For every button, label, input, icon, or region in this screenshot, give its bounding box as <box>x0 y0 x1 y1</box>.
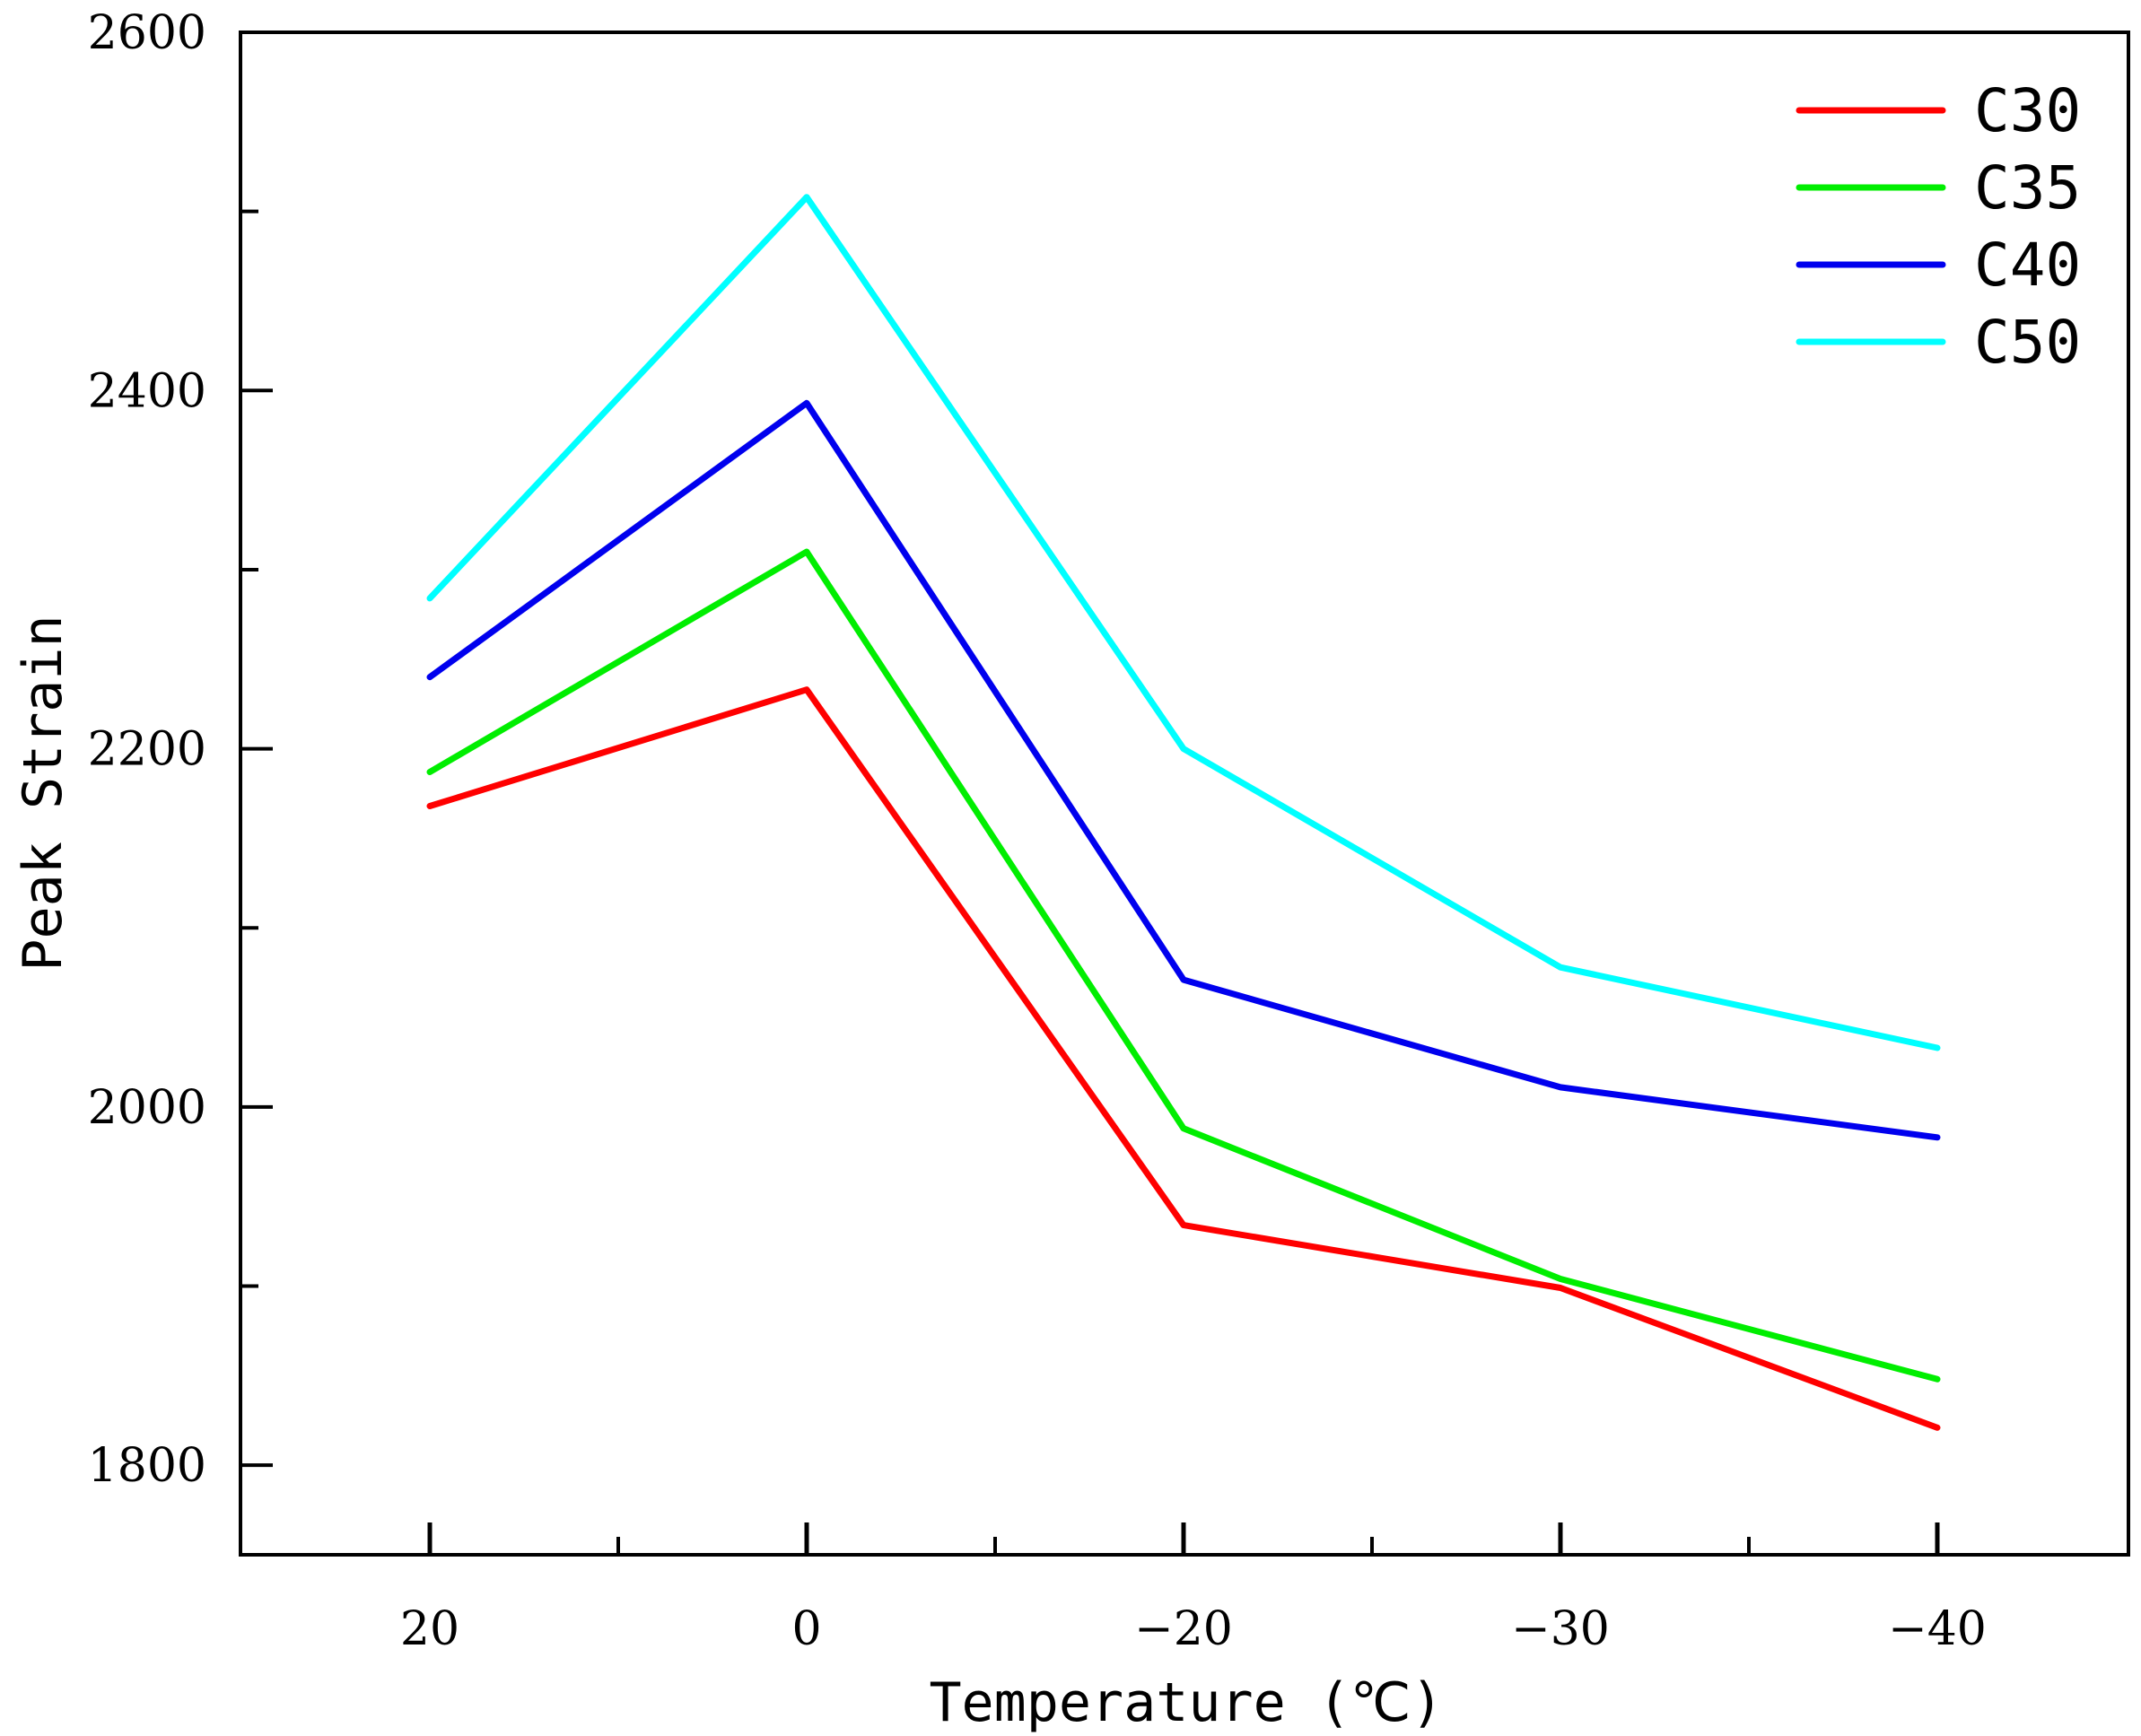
series-line-c30 <box>426 686 1941 1431</box>
series-lines <box>426 194 1941 1431</box>
legend: C30 C35 C40 C50 <box>1796 76 2081 377</box>
y-tick-label: 2000 <box>88 1081 206 1135</box>
x-tick-label: 20 <box>400 1602 459 1656</box>
y-axis-title: Peak Strain <box>12 615 74 971</box>
legend-label-c30: C30 <box>1974 76 2081 145</box>
plot-frame <box>239 31 2130 1557</box>
x-tick-label: −20 <box>1134 1602 1233 1656</box>
y-tick-label: 1800 <box>88 1439 206 1493</box>
y-tick-label: 2600 <box>88 6 206 60</box>
series-line-c35 <box>426 548 1941 1383</box>
y-tick-label: 2200 <box>88 723 206 777</box>
y-tick-label: 2400 <box>88 364 206 418</box>
legend-label-c50: C50 <box>1974 308 2081 377</box>
tick-labels: 1800 2000 2200 2400 2600 20 0 −20 −30 −40 <box>88 6 1987 1656</box>
series-line-c40 <box>426 399 1941 1141</box>
axis-ticks <box>240 31 1940 1555</box>
x-tick-label: 0 <box>791 1602 821 1656</box>
series-line-c50 <box>426 194 1941 1051</box>
x-axis-title: Temperature (℃) <box>929 1671 1443 1734</box>
x-tick-label: −30 <box>1511 1602 1610 1656</box>
legend-label-c35: C35 <box>1974 153 2081 222</box>
x-tick-label: −40 <box>1888 1602 1987 1656</box>
legend-label-c40: C40 <box>1974 231 2081 300</box>
